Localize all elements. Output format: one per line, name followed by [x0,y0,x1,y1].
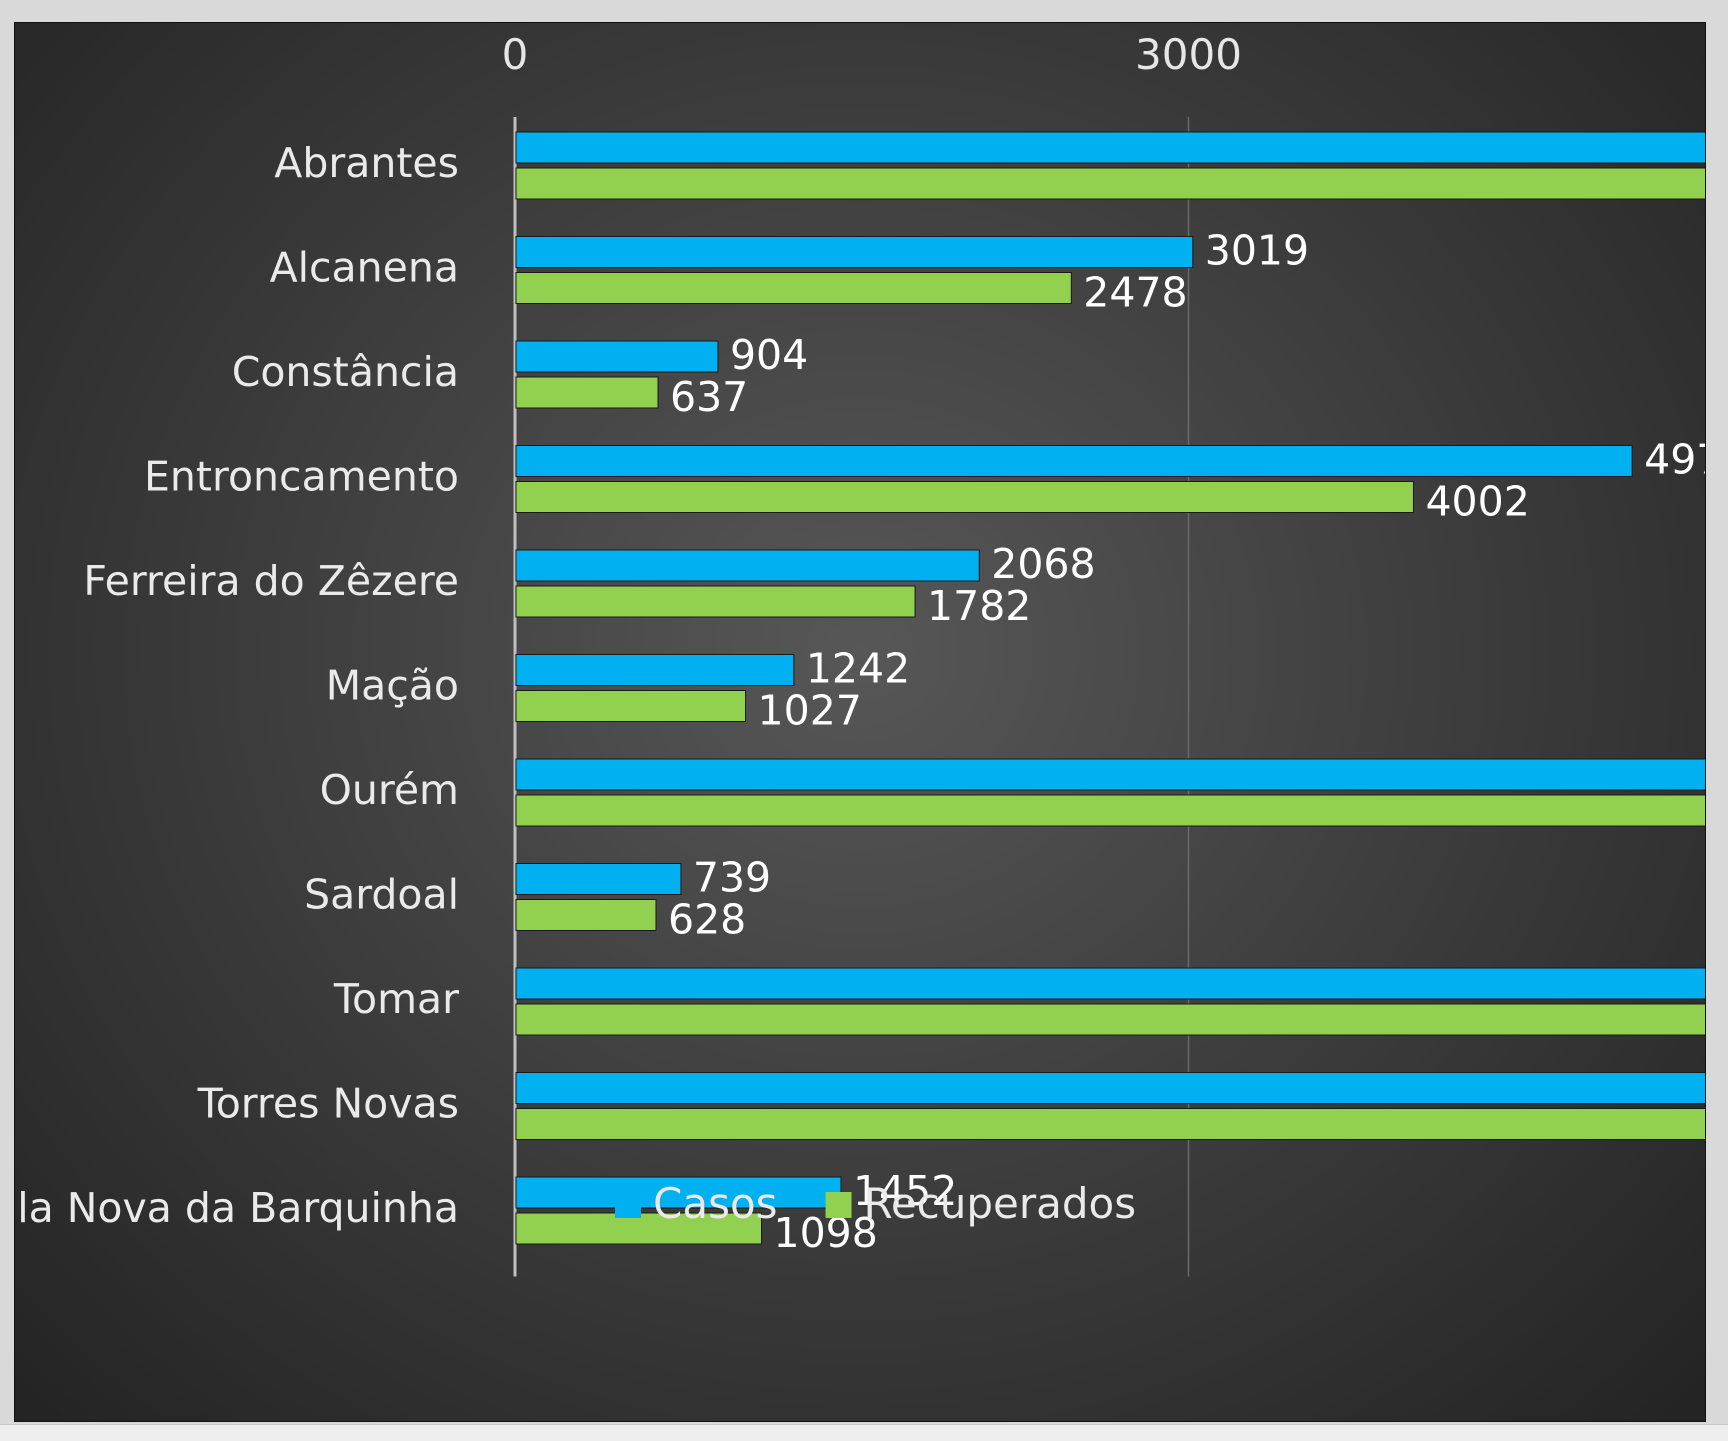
category-label-sardoal: Sardoal [304,871,459,919]
bar-chart: 030006000900012000 AbrantesAlcanenaConst… [15,30,1705,1277]
bar-casos-abrantes [515,131,1705,164]
category-label-tomar: Tomar [333,975,459,1023]
bar-casos-constancia [515,340,719,373]
data-label-casos-sardoal: 739 [693,854,771,902]
category-label-torres-novas: Torres Novas [197,1080,459,1128]
bar-recuperados-macao [515,690,747,722]
bar-recuperados-constancia [515,376,659,409]
bar-recuperados-sardoal [515,899,657,931]
data-label-casos-macao: 1242 [806,645,910,693]
category-label-vila-nova-da-barquinha: Vila Nova da Barquinha [15,1184,459,1232]
data-label-casos-alcanena: 3019 [1205,227,1309,275]
legend-label-recuperados: Recuperados [864,1179,1137,1228]
x-tick-label-3000: 3000 [1135,30,1242,79]
bar-recuperados-ferreira-do-zezere [515,585,916,618]
category-label-abrantes: Abrantes [274,139,459,187]
data-label-casos-ferreira-do-zezere: 2068 [991,540,1095,588]
bars [515,131,1705,1245]
data-label-recuperados-alcanena: 2478 [1083,269,1187,317]
data-label-casos-vila-nova-da-barquinha: 1452 [853,1167,957,1215]
bar-recuperados-tomar [515,1003,1705,1036]
bar-recuperados-entroncamento [515,481,1414,513]
bar-recuperados-ourem [515,794,1705,827]
data-label-recuperados-sardoal: 628 [668,896,746,944]
data-label-casos-entroncamento: 4976 [1644,436,1705,484]
data-label-casos-constancia: 904 [730,331,808,379]
bar-recuperados-abrantes [515,167,1705,200]
category-label-ferreira-do-zezere: Ferreira do Zêzere [83,557,459,605]
chart-area: 030006000900012000 AbrantesAlcanenaConst… [14,22,1706,1422]
bar-casos-alcanena [515,236,1194,268]
data-label-recuperados-constancia: 637 [670,373,748,421]
bar-recuperados-torres-novas [515,1108,1705,1140]
bar-casos-tomar [515,967,1705,1000]
data-labels: 6666531130192478904637497640022068178212… [668,227,1705,1258]
category-label-entroncamento: Entroncamento [144,453,459,501]
data-label-recuperados-entroncamento: 4002 [1425,478,1529,526]
category-labels: Abrantes Alcanena Constância Entroncamento F… [15,139,459,1232]
bar-casos-sardoal [515,863,682,895]
bar-casos-entroncamento [515,445,1633,477]
bottom-border-strip [0,1424,1728,1441]
bar-casos-torres-novas [515,1072,1705,1104]
bar-casos-ferreira-do-zezere [515,549,980,582]
category-label-constancia: Constância [232,348,459,396]
legend-swatch-recuperados [825,1192,852,1218]
category-label-macao: Mação [326,662,459,710]
bar-recuperados-alcanena [515,272,1072,304]
x-axis-ticks: 030006000900012000 [502,30,1242,79]
data-label-recuperados-ferreira-do-zezere: 1782 [927,582,1031,630]
category-label-ourem: Ourém [320,766,459,814]
category-label-alcanena: Alcanena [270,244,459,292]
legend-swatch-casos [615,1192,641,1218]
bar-casos-ourem [515,758,1705,791]
legend: Casos Recuperados [615,1179,1136,1228]
x-tick-label-0: 0 [502,30,529,79]
bar-casos-macao [515,654,795,686]
data-label-recuperados-macao: 1027 [758,687,862,735]
legend-label-casos: Casos [653,1179,778,1228]
